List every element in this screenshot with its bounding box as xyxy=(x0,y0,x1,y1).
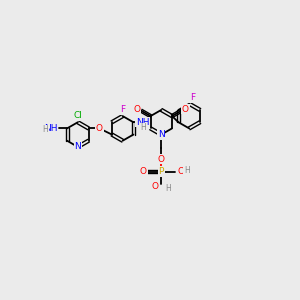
Text: H: H xyxy=(140,123,146,132)
Text: H: H xyxy=(43,125,49,134)
Text: F: F xyxy=(120,105,125,114)
Text: O: O xyxy=(134,105,141,114)
Text: F: F xyxy=(190,93,195,102)
Text: O: O xyxy=(178,167,184,176)
Text: O: O xyxy=(140,167,147,176)
Text: O: O xyxy=(96,124,103,133)
Text: P: P xyxy=(159,167,164,176)
Text: N: N xyxy=(158,130,165,139)
Text: Cl: Cl xyxy=(74,111,82,120)
Text: O: O xyxy=(152,182,159,191)
Text: H: H xyxy=(184,166,190,175)
Text: H: H xyxy=(165,184,171,193)
Text: O: O xyxy=(158,155,165,164)
Text: NH: NH xyxy=(44,124,58,133)
Text: NH: NH xyxy=(136,118,149,127)
Text: O: O xyxy=(182,105,189,114)
Text: N: N xyxy=(74,142,81,152)
